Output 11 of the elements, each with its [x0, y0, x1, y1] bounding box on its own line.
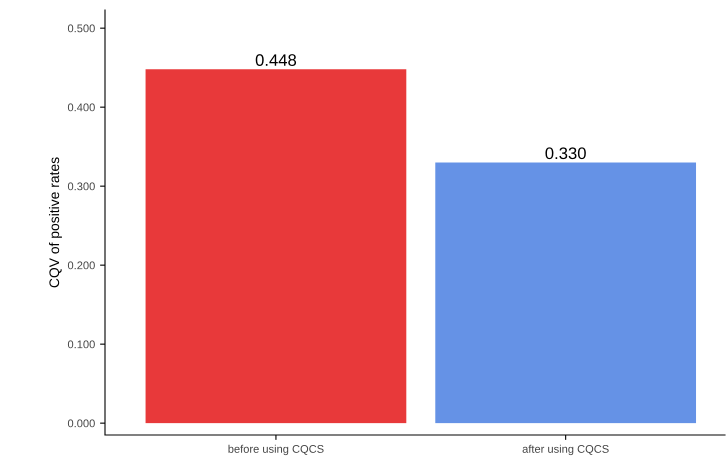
x-tick-label: after using CQCS — [522, 444, 609, 456]
y-tick-label: 0.100 — [68, 340, 95, 348]
y-tick-label: 0.200 — [68, 261, 95, 270]
y-tick-label: 0.300 — [68, 182, 95, 190]
data-label: 0.330 — [545, 147, 586, 160]
y-axis-title: CQV of positive rates — [48, 157, 62, 288]
x-tick-label: before using CQCS — [228, 444, 324, 456]
y-tick-label: 0.500 — [68, 24, 95, 32]
y-tick-label: 0.400 — [68, 103, 95, 112]
data-label: 0.448 — [256, 54, 296, 66]
y-tick-label: 0.000 — [68, 419, 95, 428]
